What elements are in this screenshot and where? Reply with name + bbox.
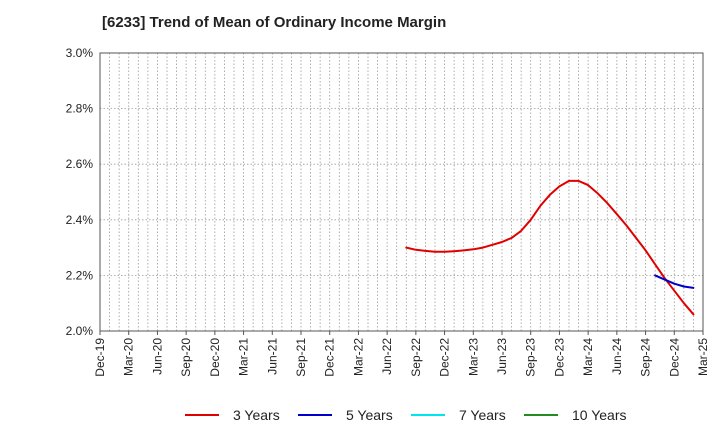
- legend: 3 Years 5 Years 7 Years 10 Years: [0, 404, 720, 426]
- x-tick-label: Jun-21: [265, 338, 279, 375]
- x-tick-label: Mar-23: [466, 338, 480, 376]
- axes: [99, 52, 704, 335]
- chart-title: [6233] Trend of Mean of Ordinary Income …: [102, 14, 447, 31]
- x-tick-label: Dec-20: [208, 338, 222, 377]
- y-tick-label: 2.0%: [66, 324, 94, 338]
- legend-swatch-3-years: [185, 414, 219, 416]
- x-tick-label: Mar-20: [122, 338, 136, 376]
- grid-lines: [99, 52, 704, 332]
- legend-label-3-years: 3 Years: [233, 407, 280, 423]
- legend-label-7-years: 7 Years: [459, 407, 506, 423]
- y-tick-label: 2.8%: [66, 102, 94, 116]
- x-tick-label: Dec-21: [323, 338, 337, 377]
- x-tick-label: Sep-20: [179, 338, 193, 377]
- x-tick-label: Sep-24: [639, 338, 653, 377]
- legend-label-5-years: 5 Years: [346, 407, 393, 423]
- plot-frame: [99, 52, 704, 332]
- x-tick-label: Dec-19: [93, 338, 107, 377]
- y-tick-label: 2.2%: [66, 268, 94, 282]
- series-line-3-years: [405, 179, 695, 316]
- legend-item-3-years: 3 Years: [185, 404, 280, 426]
- x-tick-label: Dec-22: [438, 338, 452, 377]
- x-tick-label: Jun-20: [150, 338, 164, 375]
- legend-item-7-years: 7 Years: [411, 404, 506, 426]
- y-tick-label: 3.0%: [66, 46, 94, 60]
- x-tick-label: Sep-22: [409, 338, 423, 377]
- x-tick-label: Mar-21: [237, 338, 251, 376]
- legend-item-10-years: 10 Years: [524, 404, 627, 426]
- y-tick-label: 2.6%: [66, 157, 94, 171]
- x-tick-label: Dec-23: [552, 338, 566, 377]
- x-tick-label: Mar-24: [581, 338, 595, 376]
- x-tick-label: Jun-23: [495, 338, 509, 375]
- legend-label-10-years: 10 Years: [572, 407, 627, 423]
- legend-swatch-5-years: [298, 414, 332, 416]
- series-line-5-years: [654, 274, 695, 289]
- tick-labels: 2.0% 2.2% 2.4% 2.6% 2.8% 3.0% Dec-19 Mar-20 Jun-…: [66, 46, 710, 377]
- legend-item-5-years: 5 Years: [298, 404, 393, 426]
- series-lines: [405, 179, 695, 316]
- x-tick-label: Jun-24: [610, 338, 624, 375]
- x-tick-label: Sep-23: [524, 338, 538, 377]
- y-tick-label: 2.4%: [66, 213, 94, 227]
- x-tick-label: Jun-22: [380, 338, 394, 375]
- x-tick-label: Dec-24: [667, 338, 681, 377]
- x-tick-label: Sep-21: [294, 338, 308, 377]
- x-tick-label: Mar-25: [696, 338, 710, 376]
- legend-swatch-7-years: [411, 414, 445, 416]
- legend-swatch-10-years: [524, 414, 558, 416]
- x-tick-label: Mar-22: [351, 338, 365, 376]
